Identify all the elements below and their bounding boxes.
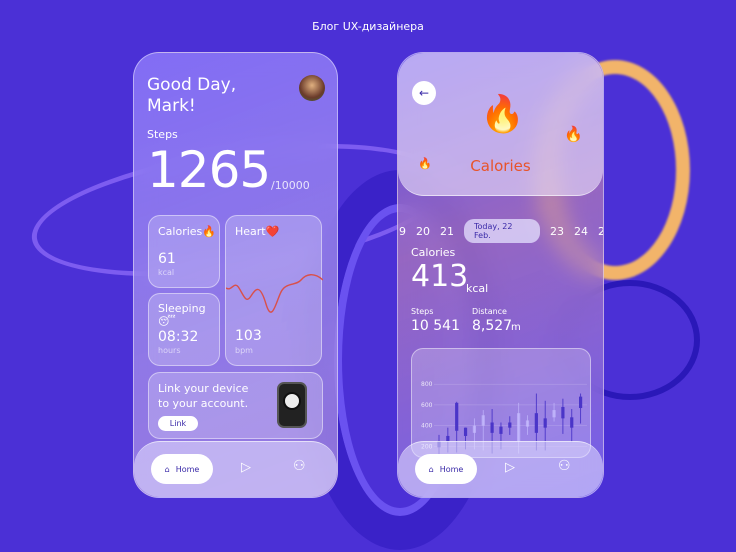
sleeping-value: 08:32: [158, 329, 199, 345]
calories-card[interactable]: Calories🔥 61 kcal: [148, 215, 220, 288]
candle-body: [525, 420, 530, 427]
calories-value: 413: [411, 259, 469, 294]
candle-body: [499, 426, 503, 434]
sleeping-unit: hours: [158, 346, 181, 355]
candle-body: [534, 413, 538, 433]
date-item[interactable]: 19: [398, 224, 406, 238]
steps-goal: /10000: [271, 179, 310, 192]
steps-value: 1265: [147, 141, 271, 199]
y-tick-label: 400: [421, 423, 433, 430]
heart-unit: bpm: [235, 346, 253, 355]
home-screen: Good Day, Mark! Steps 1265 /10000 Calori…: [133, 52, 338, 498]
calories-screen: ← 🔥 🔥 🔥 Calories 19 20 21 Today, 22 Feb.…: [397, 52, 604, 498]
greeting: Good Day, Mark!: [147, 75, 237, 116]
y-tick-label: 800: [421, 381, 433, 388]
play-icon[interactable]: ▷: [241, 460, 251, 475]
date-item[interactable]: 20: [416, 224, 430, 238]
nav-home-label: Home: [439, 464, 464, 474]
blog-title: Блог UX-дизайнера: [312, 20, 424, 33]
date-item[interactable]: 21: [440, 224, 454, 238]
candle-body: [570, 417, 574, 428]
candle-body: [517, 413, 521, 442]
link-button[interactable]: Link: [158, 416, 198, 431]
watch-icon: [277, 382, 307, 428]
fire-icon: 🔥: [480, 94, 525, 135]
heart-card[interactable]: Heart❤️ 103 bpm: [225, 215, 323, 366]
profile-icon[interactable]: ⚇: [558, 458, 571, 474]
home-icon: ⌂: [428, 464, 434, 474]
calories-unit: kcal: [158, 268, 175, 277]
link-device-card: Link your device to your account. Link: [148, 372, 323, 439]
nav-home-label: Home: [175, 464, 200, 474]
candle-body: [508, 422, 512, 428]
distance-unit: m: [511, 322, 521, 333]
calories-unit: kcal: [466, 282, 489, 295]
date-item[interactable]: 24: [574, 224, 588, 238]
distance-label: Distance: [472, 307, 507, 316]
distance-value: 8,527: [472, 318, 513, 334]
sleeping-label: Sleeping😴: [158, 302, 206, 328]
candle-body: [552, 410, 556, 418]
link-text: Link your device to your account.: [158, 382, 249, 410]
date-strip: 19 20 21 Today, 22 Feb. 23 24 25: [398, 219, 603, 243]
calories-title: Calories: [470, 157, 531, 175]
calories-label: Calories🔥: [158, 225, 216, 238]
y-tick-label: 600: [421, 402, 433, 409]
heart-rate-line: [226, 274, 323, 313]
back-arrow-icon[interactable]: ←: [412, 81, 436, 105]
candle-body: [472, 425, 476, 433]
steps-label: Steps: [411, 307, 434, 316]
candle-body: [543, 418, 547, 428]
candle-body: [463, 427, 468, 436]
candle-body: [446, 435, 450, 442]
candle-body: [481, 415, 485, 426]
fire-icon: 🔥: [564, 125, 583, 143]
date-item-selected[interactable]: Today, 22 Feb.: [464, 219, 540, 243]
candle-body: [455, 402, 459, 431]
home-icon: ⌂: [164, 464, 170, 474]
play-icon[interactable]: ▷: [505, 460, 515, 475]
date-item[interactable]: 23: [550, 224, 564, 238]
candle-body: [490, 422, 494, 433]
date-item[interactable]: 25: [598, 225, 603, 238]
nav-home[interactable]: ⌂ Home: [151, 454, 213, 484]
steps-label: Steps: [147, 128, 178, 141]
calories-label: Calories: [411, 246, 456, 259]
calories-value: 61: [158, 251, 176, 267]
candle-body: [579, 396, 583, 409]
bottom-nav: ⌂ Home ▷ ⚇: [134, 441, 337, 497]
steps-value: 10 541: [411, 318, 460, 334]
candle-body: [561, 406, 565, 419]
bottom-nav: ⌂ Home ▷ ⚇: [398, 441, 603, 497]
profile-icon[interactable]: ⚇: [293, 458, 306, 474]
heart-label: Heart❤️: [235, 225, 280, 238]
avatar[interactable]: [299, 75, 325, 101]
sleeping-card[interactable]: Sleeping😴 08:32 hours: [148, 293, 220, 366]
fire-icon: 🔥: [418, 157, 432, 170]
calories-header: ← 🔥 🔥 🔥 Calories: [398, 53, 603, 196]
heart-value: 103: [235, 328, 262, 344]
nav-home[interactable]: ⌂ Home: [415, 454, 477, 484]
